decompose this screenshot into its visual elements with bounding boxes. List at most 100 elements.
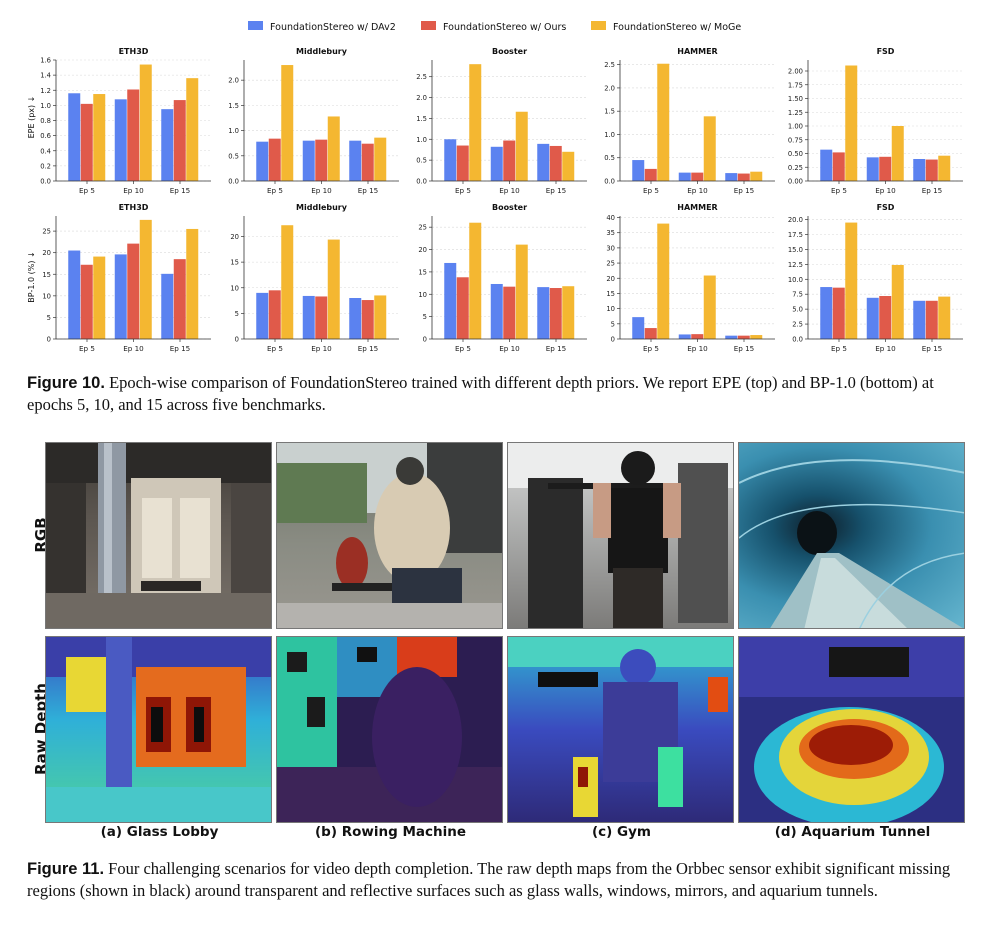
figure-10-caption-text: Epoch-wise comparison of FoundationStere… xyxy=(27,373,934,414)
bar xyxy=(657,63,670,181)
scene-caption-rowing-machine: (b) Rowing Machine xyxy=(315,824,466,840)
x-tick-label: Ep 5 xyxy=(79,344,95,353)
legend-swatch xyxy=(591,21,606,30)
y-tick-label: 2.5 xyxy=(792,321,803,329)
bar xyxy=(845,65,858,181)
bar xyxy=(913,300,926,339)
legend-swatch xyxy=(248,21,263,30)
y-tick-label: 15.0 xyxy=(788,246,803,254)
y-tick-label: 17.5 xyxy=(788,231,803,239)
bar xyxy=(93,256,106,339)
y-tick-label: 20 xyxy=(606,275,615,283)
bar xyxy=(302,295,315,339)
y-tick-label: 20.0 xyxy=(788,216,803,224)
y-tick-label: 1.5 xyxy=(604,108,615,116)
y-tick-label: 0.25 xyxy=(788,164,803,172)
scene-caption-gym: (c) Gym xyxy=(592,824,651,840)
panel-title: Middlebury xyxy=(296,203,348,212)
y-tick-label: 0 xyxy=(235,336,239,344)
bar xyxy=(161,273,174,339)
y-tick-label: 1.00 xyxy=(788,123,803,131)
bar xyxy=(537,143,550,181)
bar xyxy=(268,290,281,339)
y-tick-label: 0.6 xyxy=(40,132,51,140)
y-tick-label: 1.75 xyxy=(788,81,803,89)
figure-11-caption-lead: Figure 11. xyxy=(27,860,105,878)
y-tick-label: 7.5 xyxy=(792,291,803,299)
bar xyxy=(515,244,528,339)
bar xyxy=(114,254,127,339)
bar xyxy=(725,335,738,339)
bar xyxy=(374,137,387,181)
x-tick-label: Ep 10 xyxy=(499,186,520,195)
bar xyxy=(845,222,858,339)
chart-panel: ETH3D 0 5 10 15 20 25 Ep 5 Ep 10 Ep 15 xyxy=(42,203,211,353)
chart-panel: HAMMER 0 5 10 15 20 25 30 35 40 Ep 5 Ep 10 Ep 15 xyxy=(606,203,775,353)
y-tick-label: 5 xyxy=(47,314,51,322)
bar xyxy=(678,172,691,181)
y-tick-label: 5.0 xyxy=(792,306,803,314)
y-tick-label: 0.00 xyxy=(788,178,803,186)
bar xyxy=(549,145,562,181)
legend-label: FoundationStereo w/ DAv2 xyxy=(270,22,396,33)
bar xyxy=(678,334,691,339)
x-tick-label: Ep 10 xyxy=(875,186,896,195)
bar xyxy=(349,298,362,339)
bar xyxy=(349,140,362,181)
y-tick-label: 1.0 xyxy=(40,102,51,110)
y-tick-label: 0 xyxy=(47,336,51,344)
figure-10-caption: Figure 10. Epoch-wise comparison of Foun… xyxy=(27,372,977,416)
bar xyxy=(490,146,503,181)
y-tick-label: 0.0 xyxy=(416,178,427,186)
bar xyxy=(256,141,269,181)
y-tick-label: 15 xyxy=(606,290,615,298)
y-tick-label: 40 xyxy=(606,214,615,222)
chart-legend: FoundationStereo w/ DAv2 FoundationStereo… xyxy=(248,21,741,33)
y-tick-label: 15 xyxy=(42,271,51,279)
y-tick-label: 0.50 xyxy=(788,150,803,158)
bar xyxy=(315,139,328,181)
y-tick-label: 15 xyxy=(230,259,239,267)
bar xyxy=(327,116,340,181)
bar xyxy=(173,259,186,339)
panel-title: HAMMER xyxy=(677,203,717,212)
chart-panel: ETH3D 0.0 0.2 0.4 0.6 0.8 1.0 1.2 1.4 1.6 Ep 5 Ep 1… xyxy=(40,47,211,195)
y-tick-label: 0.0 xyxy=(604,178,615,186)
x-tick-label: Ep 5 xyxy=(267,186,283,195)
bar xyxy=(925,300,938,339)
chart-panel: Booster 0.0 0.5 1.0 1.5 2.0 2.5 Ep 5 Ep 10 Ep 15 xyxy=(416,47,587,195)
scene-caption-glass-lobby: (a) Glass Lobby xyxy=(100,824,219,840)
figure-10-charts: FoundationStereo w/ DAv2 FoundationStereo… xyxy=(27,21,963,353)
bar xyxy=(820,287,833,339)
bar xyxy=(879,156,892,181)
y-tick-label: 20 xyxy=(230,233,239,241)
y-tick-label: 10 xyxy=(230,284,239,292)
figure-11-caption-text: Four challenging scenarios for video dep… xyxy=(27,859,951,900)
y-tick-label: 0.0 xyxy=(792,336,803,344)
bar xyxy=(832,152,845,181)
y-tick-label: 0.75 xyxy=(788,136,803,144)
y-tick-label: 35 xyxy=(606,229,615,237)
bar xyxy=(632,317,645,339)
bar xyxy=(374,295,387,339)
y-tick-label: 25 xyxy=(606,260,615,268)
y-tick-label: 2.5 xyxy=(604,61,615,69)
bar xyxy=(281,225,294,339)
bar xyxy=(80,264,93,339)
bar xyxy=(537,287,550,339)
legend-swatch xyxy=(421,21,436,30)
y-tick-label: 0.2 xyxy=(40,162,51,170)
y-tick-label: 2.0 xyxy=(604,84,615,92)
y-tick-label: 0 xyxy=(423,336,427,344)
bar xyxy=(737,173,750,181)
x-tick-label: Ep 15 xyxy=(358,344,379,353)
bar xyxy=(632,160,645,181)
bar xyxy=(327,239,340,339)
x-tick-label: Ep 15 xyxy=(734,344,755,353)
bar xyxy=(114,99,127,181)
depth-glass-lobby-image xyxy=(45,636,272,823)
panel-title: ETH3D xyxy=(119,47,149,56)
y-tick-label: 20 xyxy=(42,249,51,257)
bar xyxy=(938,155,951,181)
bar xyxy=(644,328,657,339)
